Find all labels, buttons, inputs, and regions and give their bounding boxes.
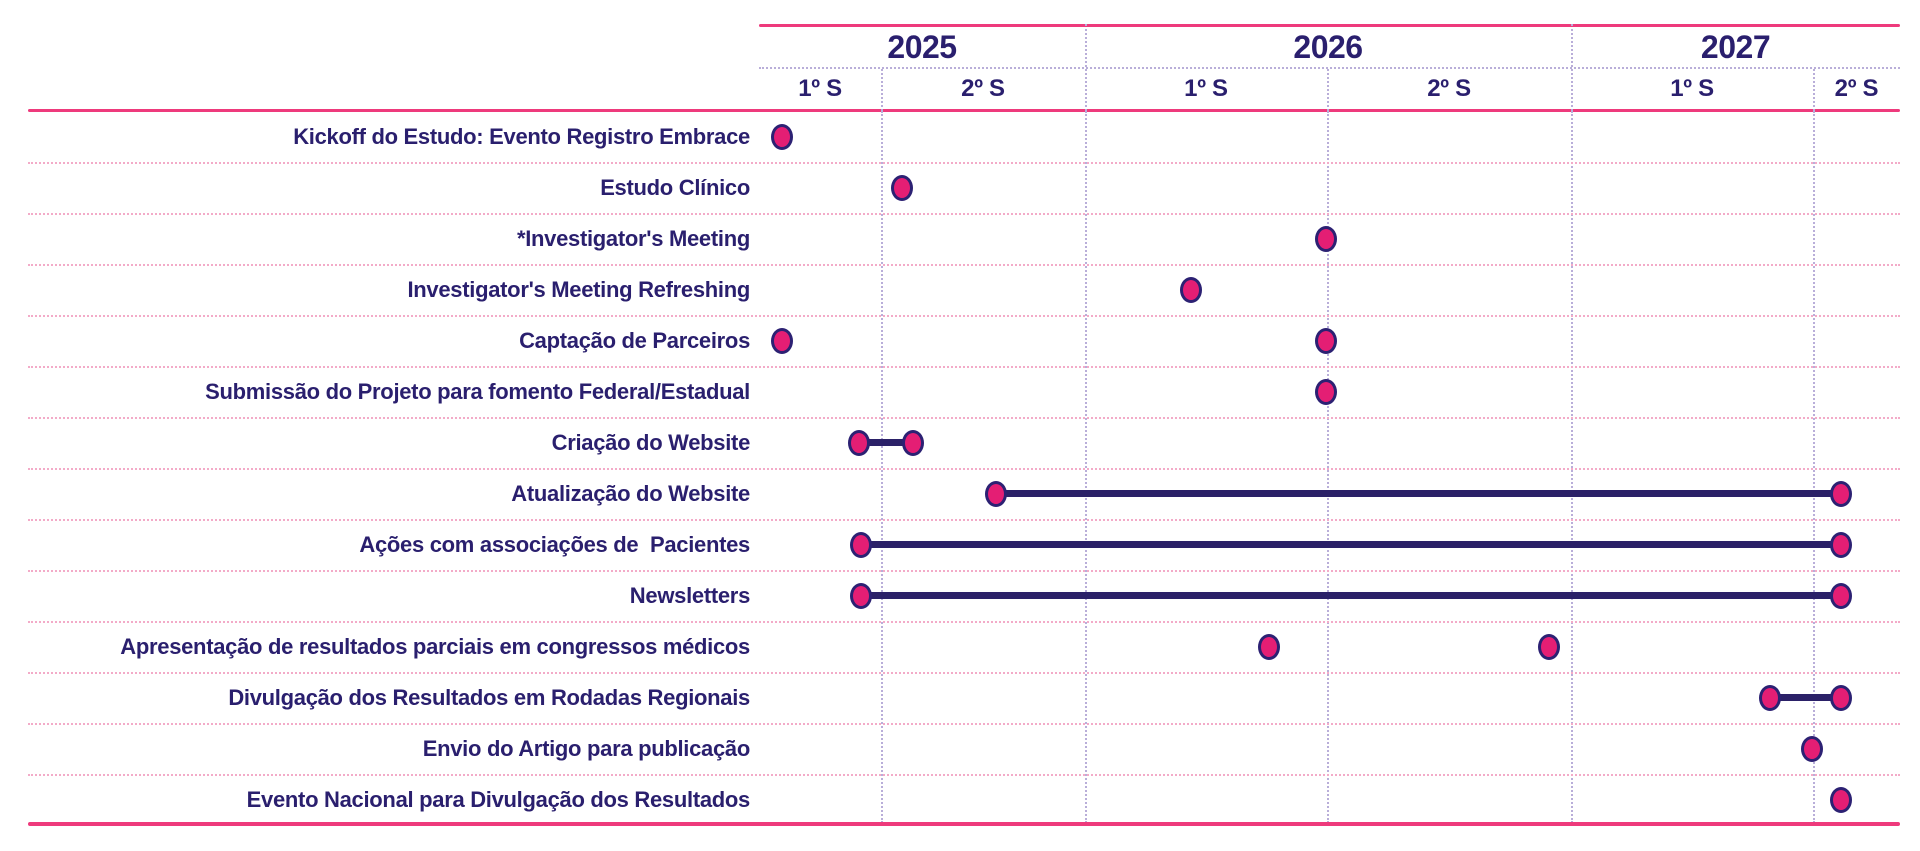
milestone-dot: [1315, 225, 1338, 252]
task-label: Atualização do Website: [511, 480, 750, 506]
task-label: Ações com associações de Pacientes: [359, 531, 750, 557]
milestone-dot: [985, 480, 1008, 507]
grid-vline: [880, 111, 883, 823]
year-boundary-line: [1084, 24, 1087, 111]
task-label: Divulgação dos Resultados em Rodadas Reg…: [228, 684, 750, 710]
task-label: Newsletters: [629, 582, 751, 608]
milestone-dot: [1315, 378, 1338, 405]
year-label: 2026: [1293, 28, 1363, 65]
milestone-dot: [890, 174, 913, 201]
row-separator: [28, 570, 1900, 572]
row-separator: [28, 723, 1900, 725]
milestone-dot: [1829, 531, 1852, 558]
semester-boundary-line: [1326, 69, 1329, 111]
semester-boundary-line: [1812, 69, 1815, 111]
milestone-dot: [1801, 735, 1824, 762]
grid-vline: [1084, 111, 1087, 823]
milestone-dot: [1829, 480, 1852, 507]
header-underline: [28, 109, 1900, 112]
milestone-dot: [770, 327, 793, 354]
year-label: 2025: [887, 28, 957, 65]
task-label: Evento Nacional para Divulgação dos Resu…: [246, 786, 751, 812]
task-label: Criação do Website: [551, 429, 751, 455]
row-separator: [28, 672, 1900, 674]
task-bar: [1769, 694, 1841, 701]
task-label: Investigator's Meeting Refreshing: [407, 276, 750, 302]
row-separator: [28, 468, 1900, 470]
semester-boundary-line: [880, 69, 883, 111]
grid-vline: [1812, 111, 1815, 823]
semester-label: 1º S: [1670, 75, 1714, 102]
chart-top-border: [759, 24, 1900, 27]
grid-vline: [1571, 111, 1574, 823]
task-label: Estudo Clínico: [600, 174, 750, 200]
chart-bottom-border: [28, 822, 1900, 826]
milestone-dot: [902, 429, 925, 456]
task-bar: [860, 541, 1841, 548]
milestone-dot: [849, 531, 872, 558]
year-divider-line: [759, 67, 1900, 69]
task-label: *Investigator's Meeting: [516, 225, 750, 251]
grid-vline: [1326, 111, 1329, 823]
row-separator: [28, 774, 1900, 776]
milestone-dot: [849, 582, 872, 609]
milestone-dot: [848, 429, 871, 456]
milestone-dot: [770, 123, 793, 150]
row-separator: [28, 519, 1900, 521]
task-label: Kickoff do Estudo: Evento Registro Embra…: [293, 123, 750, 149]
row-separator: [28, 162, 1900, 164]
row-separator: [28, 366, 1900, 368]
semester-label: 2º S: [961, 75, 1005, 102]
milestone-dot: [1180, 276, 1203, 303]
task-label: Apresentação de resultados parciais em c…: [120, 633, 750, 659]
semester-label: 2º S: [1427, 75, 1471, 102]
row-separator: [28, 213, 1900, 215]
milestone-dot: [1315, 327, 1338, 354]
row-separator: [28, 621, 1900, 623]
milestone-dot: [1758, 684, 1781, 711]
milestone-dot: [1829, 786, 1852, 813]
milestone-dot: [1829, 582, 1852, 609]
task-bar: [860, 592, 1841, 599]
year-label: 2027: [1700, 28, 1771, 65]
task-label: Envio do Artigo para publicação: [422, 735, 751, 761]
task-label: Captação de Parceiros: [519, 327, 750, 353]
row-separator: [28, 264, 1900, 266]
task-label: Submissão do Projeto para fomento Federa…: [205, 378, 750, 404]
semester-label: 1º S: [798, 75, 842, 102]
milestone-dot: [1829, 684, 1852, 711]
row-separator: [28, 315, 1900, 317]
milestone-dot: [1537, 633, 1560, 660]
task-bar: [859, 439, 914, 446]
milestone-dot: [1258, 633, 1281, 660]
semester-label: 1º S: [1184, 75, 1228, 102]
task-bar: [996, 490, 1841, 497]
row-separator: [28, 417, 1900, 419]
year-boundary-line: [1571, 24, 1574, 111]
semester-label: 2º S: [1834, 75, 1879, 102]
